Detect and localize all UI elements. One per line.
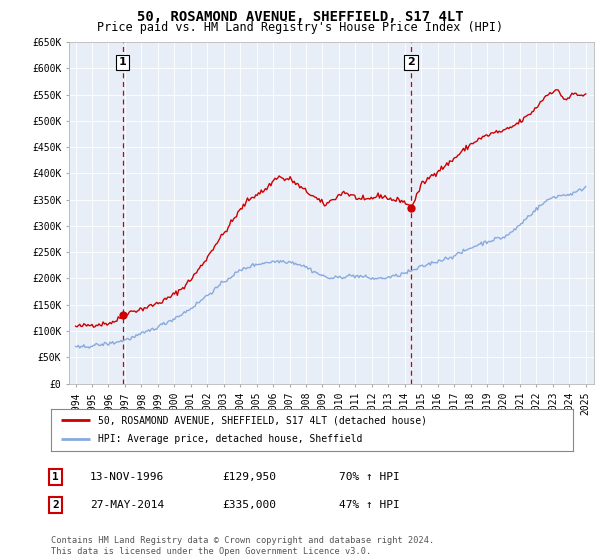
Text: HPI: Average price, detached house, Sheffield: HPI: Average price, detached house, Shef… — [98, 435, 362, 445]
Text: 1: 1 — [119, 57, 127, 67]
Text: £129,950: £129,950 — [222, 472, 276, 482]
Text: 50, ROSAMOND AVENUE, SHEFFIELD, S17 4LT: 50, ROSAMOND AVENUE, SHEFFIELD, S17 4LT — [137, 10, 463, 24]
Text: 50, ROSAMOND AVENUE, SHEFFIELD, S17 4LT (detached house): 50, ROSAMOND AVENUE, SHEFFIELD, S17 4LT … — [98, 415, 427, 425]
Text: 27-MAY-2014: 27-MAY-2014 — [90, 500, 164, 510]
Text: 1: 1 — [52, 472, 59, 482]
Text: Contains HM Land Registry data © Crown copyright and database right 2024.
This d: Contains HM Land Registry data © Crown c… — [51, 536, 434, 556]
Text: 2: 2 — [52, 500, 59, 510]
Text: 13-NOV-1996: 13-NOV-1996 — [90, 472, 164, 482]
Text: Price paid vs. HM Land Registry's House Price Index (HPI): Price paid vs. HM Land Registry's House … — [97, 21, 503, 34]
Text: £335,000: £335,000 — [222, 500, 276, 510]
Text: 47% ↑ HPI: 47% ↑ HPI — [339, 500, 400, 510]
Text: 2: 2 — [407, 57, 415, 67]
Text: 70% ↑ HPI: 70% ↑ HPI — [339, 472, 400, 482]
